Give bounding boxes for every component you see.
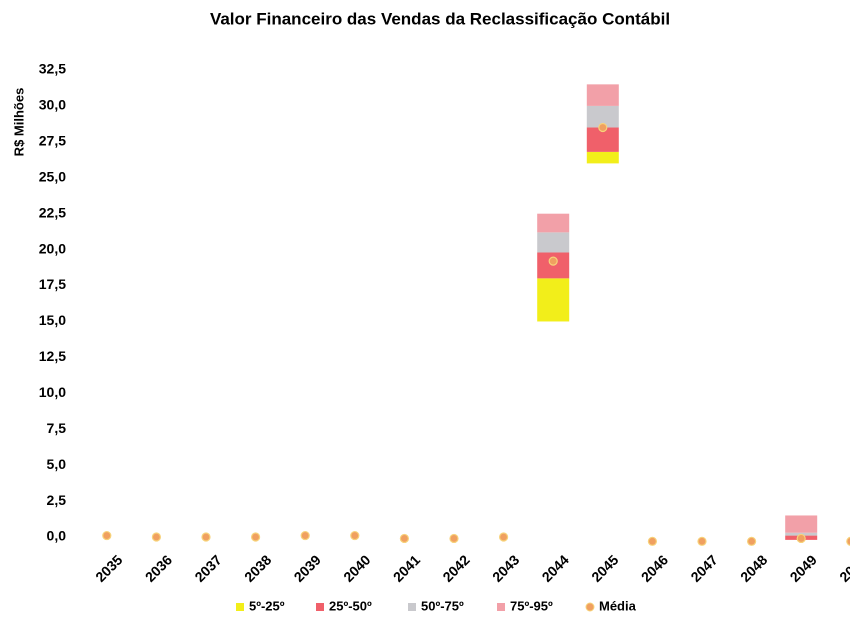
x-tick-label: 2050: [836, 551, 850, 584]
y-tick-label: 22,5: [39, 204, 66, 220]
chart-title: Valor Financeiro das Vendas da Reclassif…: [210, 9, 670, 28]
x-tick-label: 2044: [539, 551, 572, 584]
x-tick-label: 2035: [92, 551, 125, 584]
mean-marker: [251, 532, 261, 542]
mean-marker: [746, 536, 757, 546]
mean-marker: [548, 256, 558, 266]
mean-marker: [846, 536, 850, 546]
mean-marker: [697, 536, 707, 546]
y-tick-label: 27,5: [39, 133, 66, 149]
legend-swatch: [316, 603, 324, 611]
x-tick-label: 2043: [489, 551, 522, 584]
legend-swatch: [497, 603, 505, 611]
x-tick-label: 2049: [787, 551, 820, 584]
bar-segment: [537, 278, 570, 322]
mean-marker: [399, 533, 409, 544]
mean-marker: [647, 536, 658, 546]
x-tick-label: 2047: [687, 551, 720, 584]
mean-marker: [102, 530, 112, 541]
mean-marker: [796, 533, 806, 544]
x-tick-label: 2040: [340, 551, 373, 584]
y-tick-label: 0,0: [47, 528, 67, 544]
legend-marker: [585, 602, 595, 612]
y-tick-label: 5,0: [47, 456, 67, 472]
x-tick-label: 2048: [737, 551, 770, 584]
x-tick-label: 2038: [241, 551, 274, 584]
mean-marker: [499, 532, 509, 542]
y-tick-label: 17,5: [39, 276, 66, 292]
y-axis-title: R$ Milhões: [11, 88, 26, 157]
x-tick-label: 2037: [191, 551, 224, 584]
y-tick-label: 10,0: [39, 384, 66, 400]
x-tick-label: 2036: [142, 551, 175, 584]
bar-segment: [537, 232, 570, 253]
mean-marker: [151, 532, 161, 542]
x-tick-label: 2046: [638, 551, 671, 584]
mean-marker: [201, 532, 211, 542]
y-tick-label: 7,5: [47, 420, 67, 436]
mean-marker: [598, 122, 608, 133]
y-tick-label: 32,5: [39, 61, 66, 77]
x-tick-label: 2045: [588, 551, 621, 584]
y-tick-label: 30,0: [39, 97, 66, 113]
y-tick-label: 15,0: [39, 312, 66, 328]
legend-label: 50º-75º: [421, 598, 464, 613]
y-tick-label: 25,0: [39, 168, 66, 184]
mean-marker: [300, 530, 310, 541]
legend-label: 25º-50º: [329, 598, 372, 613]
legend-label: 5º-25º: [249, 598, 285, 613]
legend-swatch: [236, 603, 244, 611]
y-tick-label: 2,5: [47, 492, 67, 508]
bar-segment: [586, 151, 619, 164]
y-tick-label: 12,5: [39, 348, 66, 364]
x-tick-label: 2042: [439, 551, 472, 584]
legend-label: Média: [599, 598, 637, 613]
mean-marker: [350, 530, 360, 541]
legend-label: 75º-95º: [510, 598, 553, 613]
bar-segment: [586, 84, 619, 106]
legend-swatch: [408, 603, 416, 611]
bar-segment: [785, 515, 818, 533]
x-tick-label: 2039: [291, 551, 324, 584]
bar-segment: [586, 105, 619, 128]
bar-segment: [537, 213, 570, 233]
y-tick-label: 20,0: [39, 240, 66, 256]
x-tick-label: 2041: [390, 551, 423, 584]
mean-marker: [449, 533, 459, 544]
